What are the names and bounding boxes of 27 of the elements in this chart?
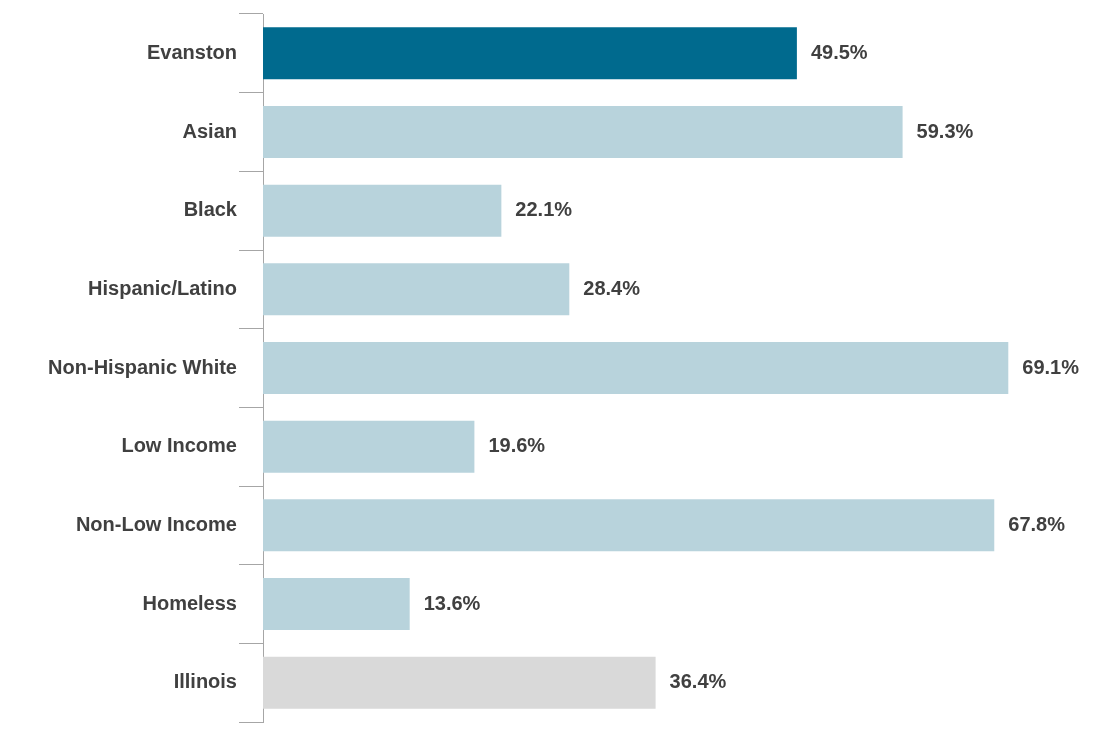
bar [263,499,995,552]
y-tick-label: Homeless [142,591,237,614]
y-tick-label: Low Income [121,434,237,457]
data-label: 28.4% [583,276,641,299]
bar [263,27,797,80]
y-tick-label: Evanston [146,40,237,63]
y-tick-label: Non-Low Income [75,512,237,535]
bar [263,656,656,709]
y-tick-label: Illinois [173,670,237,693]
y-tick-label: Asian [182,119,237,142]
data-label: 59.3% [916,119,974,142]
data-label: 67.8% [1008,512,1066,535]
bar [263,578,410,630]
data-label: 36.4% [669,670,727,693]
y-tick-label: Black [183,198,238,221]
bar [263,420,475,473]
data-label: 49.5% [810,40,868,63]
data-label: 22.1% [515,198,573,221]
bar [263,342,1009,394]
bar [263,184,502,237]
bar [263,263,570,316]
y-tick-label: Hispanic/Latino [88,276,237,299]
data-label: 13.6% [423,591,481,614]
y-tick-label: Non-Hispanic White [48,355,237,378]
bar [263,106,903,158]
data-label: 19.6% [488,434,546,457]
data-label: 69.1% [1022,355,1080,378]
